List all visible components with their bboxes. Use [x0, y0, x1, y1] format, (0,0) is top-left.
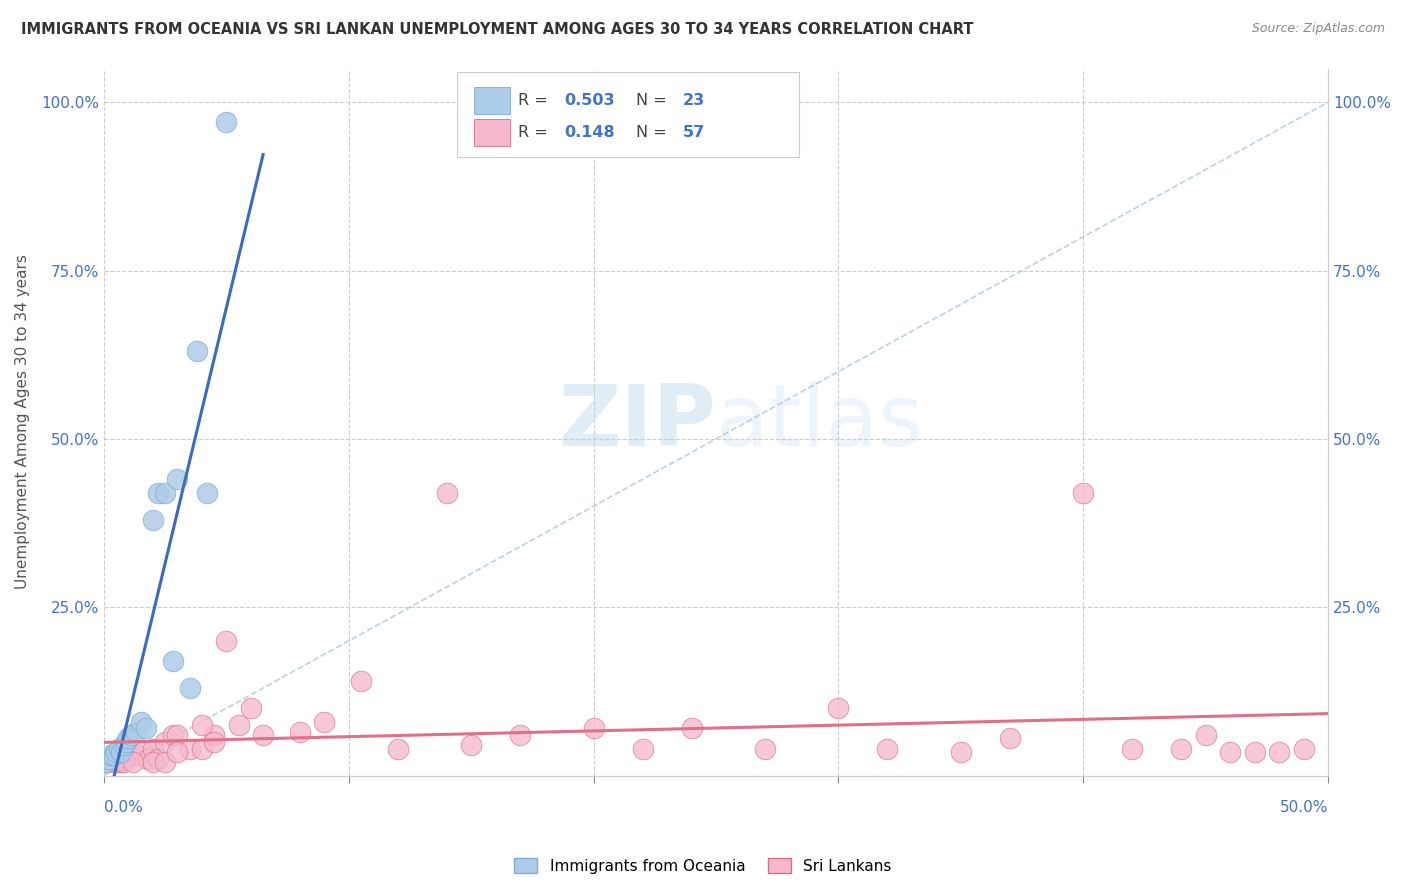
Point [387, 741, 409, 756]
Point [191, 718, 214, 732]
Point [754, 741, 776, 756]
Point [460, 738, 482, 752]
Point [191, 741, 214, 756]
Point [97, 752, 120, 766]
Point [166, 728, 188, 742]
Point [252, 728, 274, 742]
Point [162, 728, 184, 742]
Text: 57: 57 [683, 125, 706, 140]
Point [136, 752, 159, 766]
Point [105, 752, 128, 766]
Point [153, 735, 176, 749]
Point [146, 485, 169, 500]
Point [142, 741, 165, 756]
Point [631, 741, 654, 756]
Point [239, 701, 262, 715]
Point [153, 755, 176, 769]
Point [681, 722, 703, 736]
Point [153, 485, 176, 500]
Point [142, 755, 165, 769]
Text: 0.0%: 0.0% [104, 800, 143, 815]
Point [112, 755, 135, 769]
Point [122, 748, 145, 763]
Point [195, 485, 218, 500]
Point [1268, 745, 1291, 759]
Text: 50.0%: 50.0% [1279, 800, 1329, 815]
Point [1121, 741, 1143, 756]
Point [96, 755, 118, 769]
Point [110, 755, 132, 769]
Point [998, 731, 1021, 746]
Point [179, 741, 201, 756]
Point [215, 115, 238, 129]
Text: 0.503: 0.503 [564, 93, 614, 108]
Point [117, 745, 139, 759]
Text: IMMIGRANTS FROM OCEANIA VS SRI LANKAN UNEMPLOYMENT AMONG AGES 30 TO 34 YEARS COR: IMMIGRANTS FROM OCEANIA VS SRI LANKAN UN… [21, 22, 973, 37]
Point [1170, 741, 1192, 756]
Point [436, 485, 458, 500]
Point [110, 745, 132, 759]
Point [129, 714, 152, 729]
Point [314, 714, 336, 729]
Point [142, 513, 165, 527]
Point [179, 681, 201, 695]
Legend: Immigrants from Oceania, Sri Lankans: Immigrants from Oceania, Sri Lankans [509, 852, 897, 880]
Point [100, 748, 122, 763]
Text: R =: R = [517, 125, 553, 140]
Text: N =: N = [637, 125, 672, 140]
Point [215, 633, 238, 648]
Text: R =: R = [517, 93, 553, 108]
FancyBboxPatch shape [474, 119, 510, 145]
Y-axis label: Unemployment Among Ages 30 to 34 years: Unemployment Among Ages 30 to 34 years [15, 254, 30, 590]
Point [132, 745, 155, 759]
Point [112, 748, 135, 763]
Text: Source: ZipAtlas.com: Source: ZipAtlas.com [1251, 22, 1385, 36]
Point [827, 701, 849, 715]
Point [115, 752, 138, 766]
Point [105, 755, 128, 769]
Text: 23: 23 [683, 93, 706, 108]
FancyBboxPatch shape [474, 87, 510, 114]
Point [107, 741, 129, 756]
Point [228, 718, 250, 732]
Point [135, 722, 157, 736]
Text: N =: N = [637, 93, 672, 108]
Point [202, 728, 225, 742]
Point [166, 745, 188, 759]
Text: ZIP: ZIP [558, 381, 716, 464]
Point [122, 755, 145, 769]
FancyBboxPatch shape [457, 72, 799, 157]
Point [162, 654, 184, 668]
Point [350, 674, 373, 689]
Text: atlas: atlas [716, 381, 924, 464]
Point [100, 752, 122, 766]
Point [120, 728, 142, 742]
Point [117, 731, 139, 746]
Point [202, 735, 225, 749]
Point [1195, 728, 1218, 742]
Point [288, 724, 311, 739]
Point [107, 752, 129, 766]
Point [1292, 741, 1315, 756]
Point [97, 752, 120, 766]
Point [146, 752, 169, 766]
Point [115, 735, 138, 749]
Point [949, 745, 972, 759]
Point [166, 472, 188, 486]
Point [96, 755, 118, 769]
Point [509, 728, 531, 742]
Point [125, 724, 148, 739]
Point [112, 738, 135, 752]
Point [103, 748, 125, 763]
Point [876, 741, 898, 756]
Point [127, 748, 149, 763]
Point [1219, 745, 1241, 759]
Text: 0.148: 0.148 [564, 125, 614, 140]
Point [103, 755, 125, 769]
Point [1243, 745, 1265, 759]
Point [186, 344, 208, 359]
Point [105, 745, 128, 759]
Point [1071, 485, 1094, 500]
Point [582, 722, 605, 736]
